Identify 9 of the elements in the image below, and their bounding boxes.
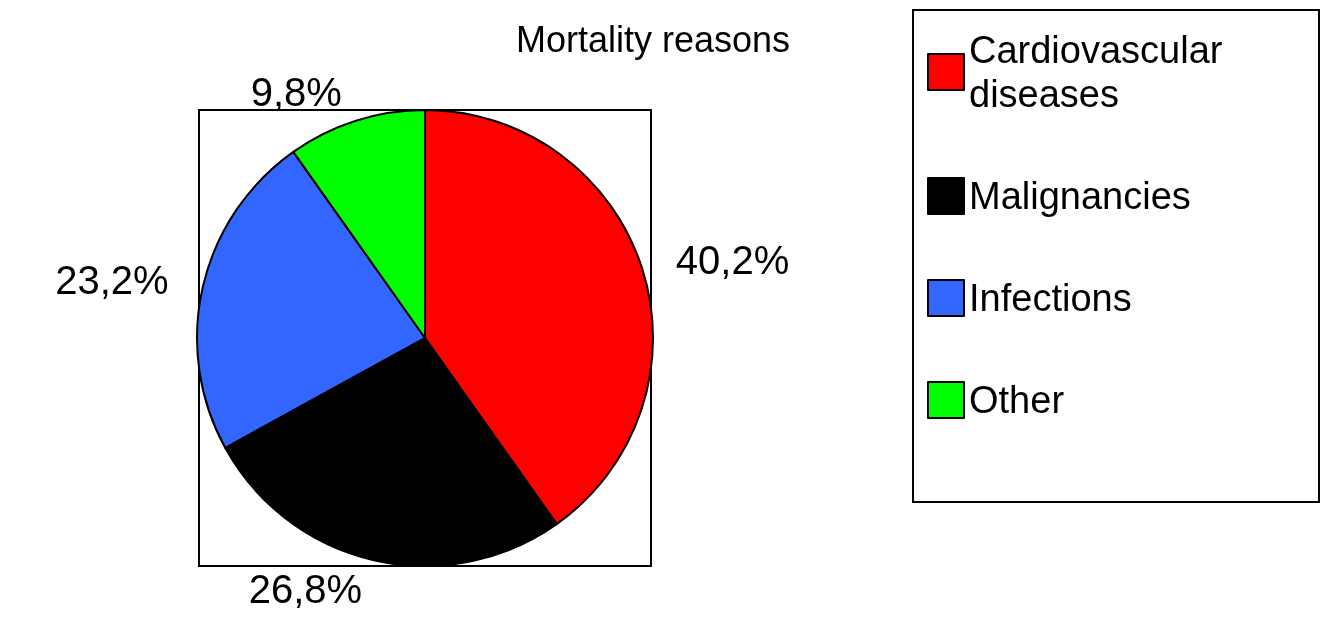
data-label: 9,8%: [250, 70, 342, 115]
data-label: 40,2%: [675, 237, 790, 282]
legend-label: Infections: [969, 277, 1132, 319]
chart-title: Mortality reasons: [516, 18, 791, 60]
legend-label: Other: [969, 379, 1065, 421]
legend-label: Malignancies: [969, 175, 1191, 217]
data-label: 26,8%: [248, 567, 363, 612]
data-label: 23,2%: [55, 258, 169, 303]
legend-label: Cardiovascular diseases: [969, 29, 1233, 115]
